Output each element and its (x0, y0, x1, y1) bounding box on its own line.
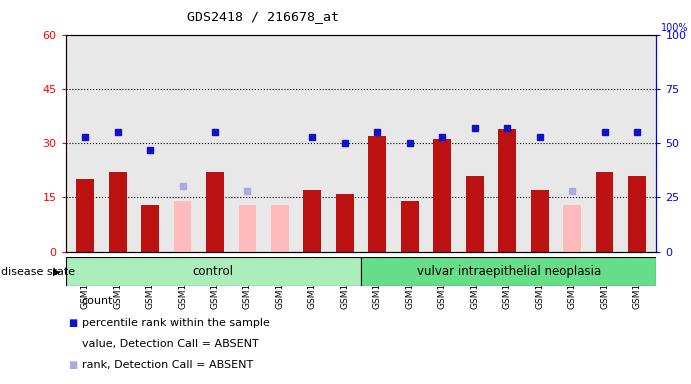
Bar (563, 205, 581, 252)
Bar (108, 172, 126, 252)
Bar (596, 172, 614, 252)
Text: rank, Detection Call = ABSENT: rank, Detection Call = ABSENT (82, 360, 253, 370)
Bar (336, 194, 354, 252)
Bar (531, 190, 549, 252)
Bar (66, 257, 361, 286)
Bar (173, 201, 191, 252)
Text: ■: ■ (68, 360, 78, 370)
Text: vulvar intraepithelial neoplasia: vulvar intraepithelial neoplasia (417, 265, 601, 278)
Text: control: control (193, 265, 234, 278)
Bar (498, 129, 516, 252)
Bar (466, 175, 484, 252)
Bar (368, 136, 386, 252)
Bar (433, 139, 451, 252)
Text: GDS2418 / 216678_at: GDS2418 / 216678_at (187, 10, 339, 23)
Text: 100%: 100% (661, 23, 688, 33)
Bar (141, 205, 159, 252)
Text: count: count (82, 296, 113, 306)
Text: percentile rank within the sample: percentile rank within the sample (82, 318, 269, 328)
Bar (76, 179, 94, 252)
Bar (303, 190, 321, 252)
Text: value, Detection Call = ABSENT: value, Detection Call = ABSENT (82, 339, 258, 349)
Bar (628, 175, 646, 252)
Text: ▶: ▶ (53, 266, 61, 277)
Bar (401, 201, 419, 252)
Text: ■: ■ (68, 318, 78, 328)
Bar (206, 172, 224, 252)
Text: disease state: disease state (1, 266, 75, 277)
Bar (271, 205, 289, 252)
Bar (361, 257, 656, 286)
Bar (238, 205, 256, 252)
